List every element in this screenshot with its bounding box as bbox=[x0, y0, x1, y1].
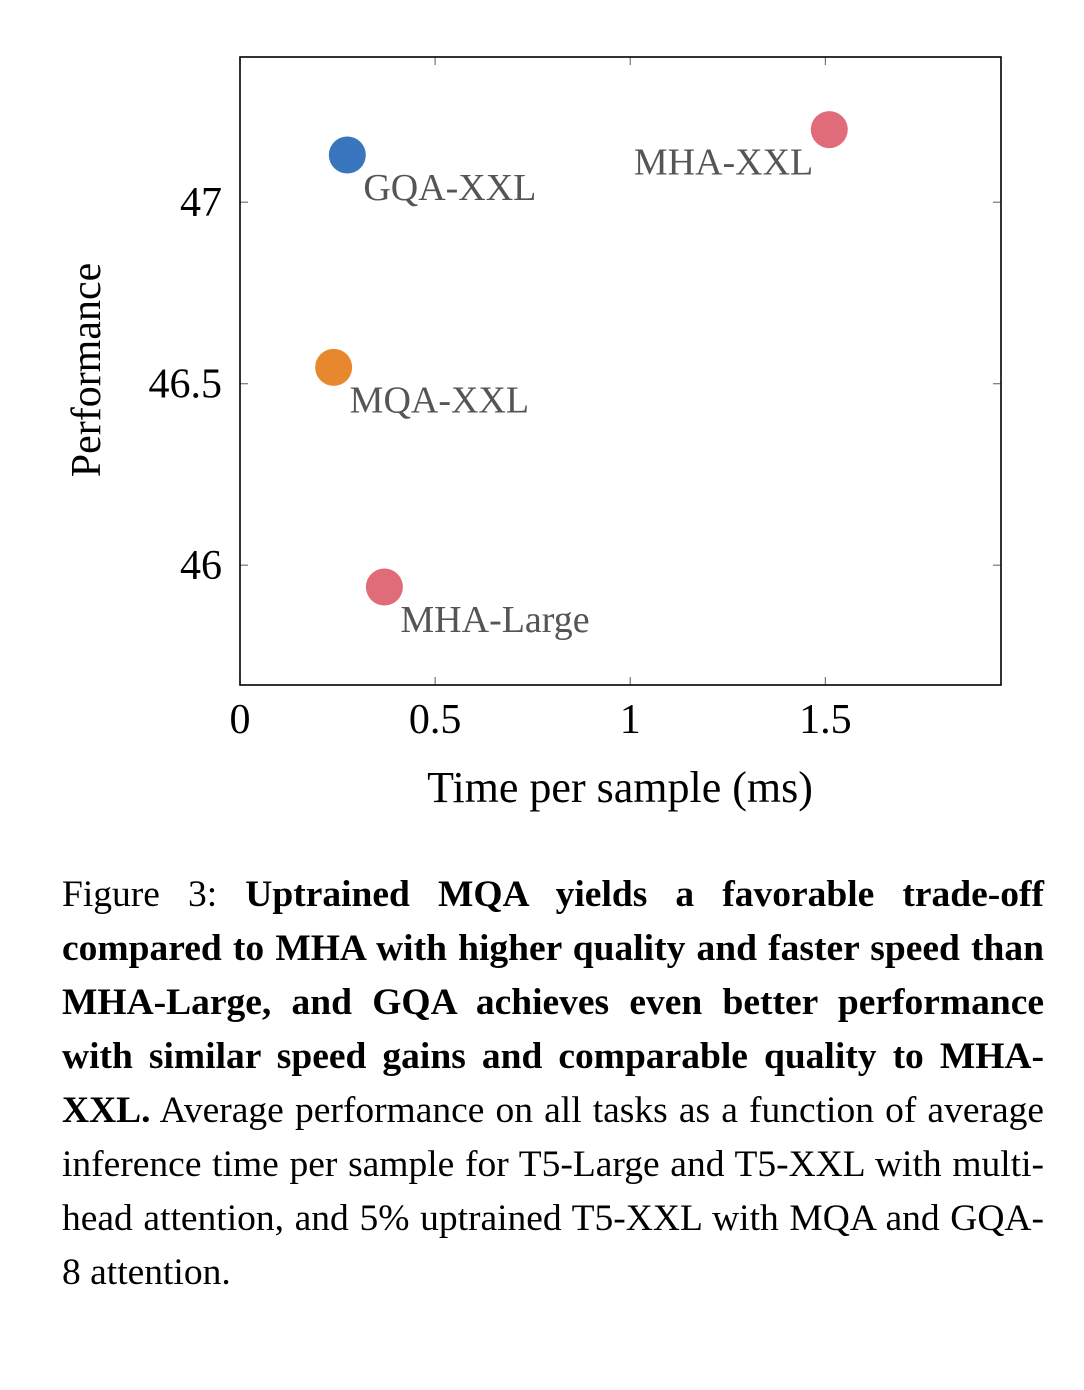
caption-prefix: Figure 3: bbox=[62, 874, 246, 915]
figure-caption: Figure 3: Uptrained MQA yields a favorab… bbox=[62, 868, 1044, 1300]
point-labels: GQA-XXL MHA-XXL MQA-XXL MHA-Large bbox=[350, 142, 814, 641]
data-point bbox=[365, 568, 403, 606]
data-point bbox=[810, 111, 848, 149]
y-axis-label: Performance bbox=[64, 263, 110, 478]
tick-labels: 0 0.5 1 1.5 46 46.5 47 bbox=[149, 180, 852, 743]
point-label: MQA-XXL bbox=[350, 379, 529, 421]
y-tick-label: 47 bbox=[180, 180, 222, 226]
data-points bbox=[315, 111, 848, 606]
x-tick-label: 0 bbox=[230, 697, 251, 743]
y-tick-label: 46 bbox=[180, 543, 222, 589]
data-point bbox=[315, 348, 353, 386]
plot-frame bbox=[239, 56, 1002, 686]
y-tick-label: 46.5 bbox=[149, 362, 223, 408]
caption-bold: Uptrained MQA yields a favorable trade-o… bbox=[62, 874, 1045, 1131]
point-label: MHA-Large bbox=[400, 599, 589, 641]
point-label: MHA-XXL bbox=[634, 142, 813, 184]
x-tick-label: 0.5 bbox=[409, 697, 462, 743]
data-point bbox=[328, 136, 366, 174]
scatter-chart: 0 0.5 1 1.5 46 46.5 47 GQA-XXL MHA-XXL MQA-XXL MH… bbox=[64, 56, 1002, 812]
tick-marks bbox=[239, 57, 1001, 685]
x-tick-label: 1.5 bbox=[799, 697, 852, 743]
x-tick-label: 1 bbox=[620, 697, 641, 743]
x-axis-label: Time per sample (ms) bbox=[427, 763, 813, 812]
caption-rest: Average performance on all tasks as a fu… bbox=[62, 1090, 1044, 1293]
point-label: GQA-XXL bbox=[363, 167, 536, 209]
